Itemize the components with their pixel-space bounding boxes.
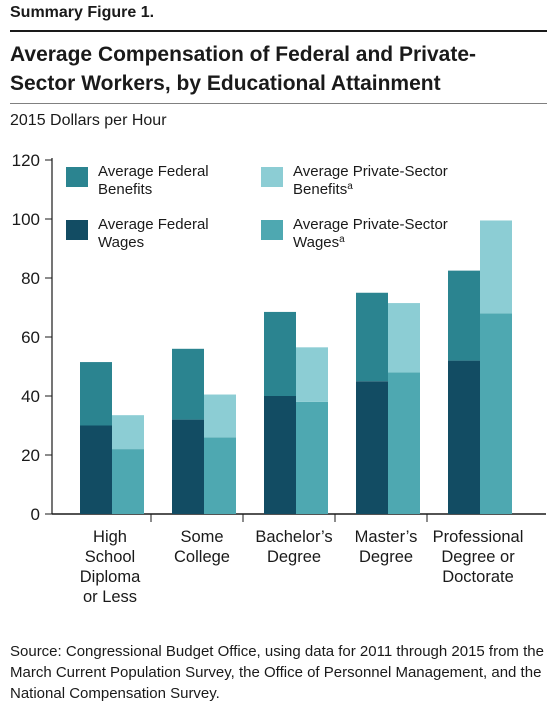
- bar-federal-wages: [172, 419, 204, 514]
- bar-federal-benefits: [448, 270, 480, 361]
- bar-private-wages: [112, 449, 144, 514]
- legend-label: Average Federal: [98, 216, 209, 233]
- title-rule: [10, 103, 547, 104]
- x-category-label: Master’s: [355, 528, 418, 546]
- y-tick-label: 40: [21, 387, 40, 406]
- x-category-label: Diploma: [80, 568, 141, 586]
- bar-private-benefits: [480, 220, 512, 314]
- legend-swatch: [66, 220, 88, 240]
- legend-swatch: [261, 220, 283, 240]
- x-category-label: High: [93, 528, 127, 546]
- bar-private-benefits: [296, 347, 328, 402]
- top-rule: [10, 30, 547, 32]
- legend-label: Wagesa: [293, 234, 345, 252]
- bar-private-wages: [204, 437, 236, 514]
- bar-federal-benefits: [264, 311, 296, 396]
- bar-private-wages: [480, 313, 512, 514]
- y-tick-label: 0: [31, 505, 40, 524]
- x-category-label: Doctorate: [442, 568, 514, 586]
- x-category-label: Degree: [267, 548, 321, 566]
- x-category-label: Bachelor’s: [255, 528, 332, 546]
- bar-private-wages: [296, 401, 328, 514]
- legend-swatch: [261, 167, 283, 187]
- bar-federal-wages: [80, 425, 112, 514]
- x-category-label: Some: [180, 528, 223, 546]
- x-category-label: Degree or: [441, 548, 515, 566]
- bar-private-benefits: [112, 415, 144, 450]
- bar-federal-wages: [356, 381, 388, 514]
- legend-label: Average Federal: [98, 163, 209, 180]
- bar-federal-benefits: [172, 348, 204, 420]
- bar-private-benefits: [204, 394, 236, 438]
- legend-swatch: [66, 167, 88, 187]
- bar-private-benefits: [388, 303, 420, 373]
- y-tick-label: 120: [12, 151, 40, 170]
- x-category-label: College: [174, 548, 230, 566]
- legend-label: Benefits: [98, 181, 152, 198]
- x-category-label: or Less: [83, 588, 137, 606]
- source-note: Source: Congressional Budget Office, usi…: [10, 643, 544, 702]
- y-tick-label: 100: [12, 210, 40, 229]
- x-category-label: School: [85, 548, 135, 566]
- x-category-label: Professional: [433, 528, 524, 546]
- figure-label: Summary Figure 1.: [10, 4, 155, 21]
- units-label: 2015 Dollars per Hour: [10, 112, 167, 129]
- bar-federal-benefits: [356, 292, 388, 382]
- bar-private-wages: [388, 372, 420, 514]
- x-category-label: Degree: [359, 548, 413, 566]
- bar-federal-wages: [264, 396, 296, 514]
- legend-label: Wages: [98, 234, 144, 251]
- legend-label: Average Private-Sector: [293, 163, 448, 180]
- bar-federal-benefits: [80, 362, 112, 426]
- chart-title: Average Compensation of Federal and Priv…: [10, 43, 477, 95]
- y-tick-label: 20: [21, 446, 40, 465]
- legend-superscript: a: [347, 181, 353, 192]
- y-tick-label: 60: [21, 328, 40, 347]
- y-tick-label: 80: [21, 269, 40, 288]
- legend-label: Benefitsa: [293, 181, 353, 199]
- bar-chart: 0 20 40 60 80 100 120 High School Diploma or Less S…: [12, 151, 546, 606]
- legend-superscript: a: [339, 234, 345, 245]
- bar-federal-wages: [448, 360, 480, 514]
- legend-label: Average Private-Sector: [293, 216, 448, 233]
